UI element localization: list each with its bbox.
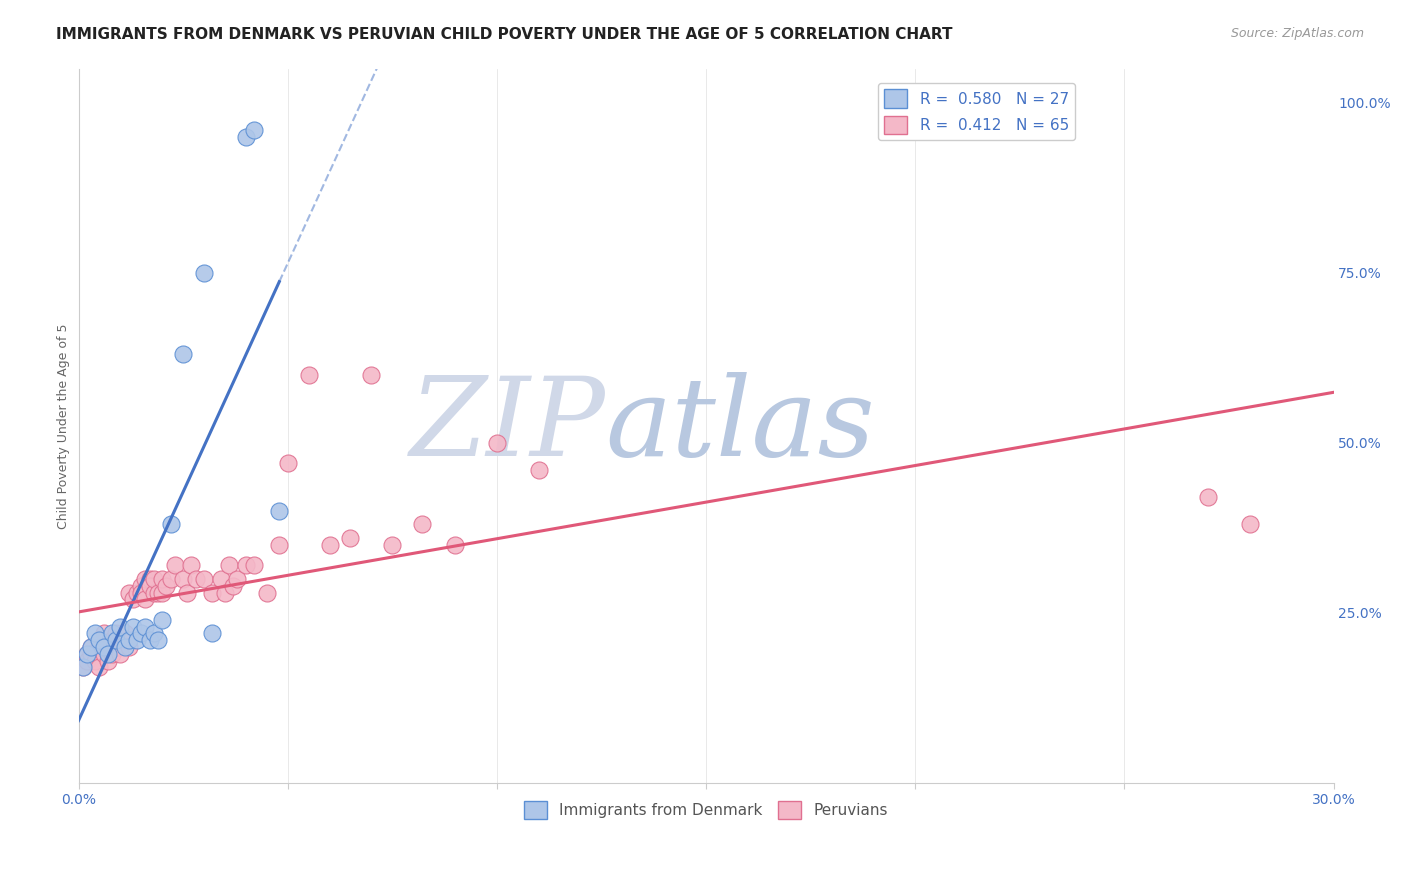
Point — [411, 517, 433, 532]
Text: Source: ZipAtlas.com: Source: ZipAtlas.com — [1230, 27, 1364, 40]
Point — [72, 660, 94, 674]
Point — [76, 647, 98, 661]
Point — [318, 538, 340, 552]
Point — [214, 585, 236, 599]
Point — [172, 347, 194, 361]
Point — [155, 579, 177, 593]
Point — [201, 585, 224, 599]
Point — [142, 626, 165, 640]
Point — [80, 647, 103, 661]
Point — [105, 633, 128, 648]
Point — [193, 572, 215, 586]
Point — [114, 626, 136, 640]
Point — [134, 592, 156, 607]
Point — [222, 579, 245, 593]
Point — [97, 647, 120, 661]
Point — [97, 640, 120, 654]
Point — [150, 585, 173, 599]
Point — [101, 633, 124, 648]
Point — [93, 640, 115, 654]
Text: ZIP: ZIP — [409, 372, 606, 480]
Point — [138, 633, 160, 648]
Point — [381, 538, 404, 552]
Point — [159, 517, 181, 532]
Point — [172, 572, 194, 586]
Point — [84, 626, 107, 640]
Point — [142, 585, 165, 599]
Point — [226, 572, 249, 586]
Point — [444, 538, 467, 552]
Point — [180, 558, 202, 573]
Point — [146, 633, 169, 648]
Text: atlas: atlas — [606, 372, 876, 480]
Point — [193, 266, 215, 280]
Point — [122, 619, 145, 633]
Point — [163, 558, 186, 573]
Point — [110, 640, 132, 654]
Point — [118, 585, 141, 599]
Point — [110, 619, 132, 633]
Point — [134, 619, 156, 633]
Point — [150, 613, 173, 627]
Point — [89, 633, 111, 648]
Point — [235, 129, 257, 144]
Point — [118, 640, 141, 654]
Text: IMMIGRANTS FROM DENMARK VS PERUVIAN CHILD POVERTY UNDER THE AGE OF 5 CORRELATION: IMMIGRANTS FROM DENMARK VS PERUVIAN CHIL… — [56, 27, 953, 42]
Point — [129, 626, 152, 640]
Point — [80, 640, 103, 654]
Point — [76, 647, 98, 661]
Point — [114, 640, 136, 654]
Point — [277, 456, 299, 470]
Point — [114, 633, 136, 648]
Point — [134, 572, 156, 586]
Point — [125, 633, 148, 648]
Point — [243, 558, 266, 573]
Point — [138, 572, 160, 586]
Point — [84, 654, 107, 668]
Point — [93, 647, 115, 661]
Legend: Immigrants from Denmark, Peruvians: Immigrants from Denmark, Peruvians — [519, 795, 894, 825]
Point — [269, 538, 291, 552]
Point — [89, 660, 111, 674]
Point — [110, 647, 132, 661]
Point — [76, 654, 98, 668]
Point — [1197, 490, 1219, 504]
Point — [146, 585, 169, 599]
Point — [105, 640, 128, 654]
Point — [93, 626, 115, 640]
Point — [256, 585, 278, 599]
Point — [118, 633, 141, 648]
Point — [176, 585, 198, 599]
Point — [360, 368, 382, 382]
Point — [138, 579, 160, 593]
Point — [209, 572, 232, 586]
Point — [72, 660, 94, 674]
Point — [105, 626, 128, 640]
Point — [184, 572, 207, 586]
Point — [125, 585, 148, 599]
Point — [485, 435, 508, 450]
Point — [150, 572, 173, 586]
Point — [235, 558, 257, 573]
Point — [159, 572, 181, 586]
Y-axis label: Child Poverty Under the Age of 5: Child Poverty Under the Age of 5 — [58, 323, 70, 529]
Point — [297, 368, 319, 382]
Point — [269, 504, 291, 518]
Point — [101, 626, 124, 640]
Point — [101, 647, 124, 661]
Point — [97, 654, 120, 668]
Point — [218, 558, 240, 573]
Point — [527, 463, 550, 477]
Point — [142, 572, 165, 586]
Point — [89, 640, 111, 654]
Point — [339, 531, 361, 545]
Point — [129, 579, 152, 593]
Point — [122, 592, 145, 607]
Point — [243, 122, 266, 136]
Point — [80, 640, 103, 654]
Point — [201, 626, 224, 640]
Point — [129, 585, 152, 599]
Point — [1239, 517, 1261, 532]
